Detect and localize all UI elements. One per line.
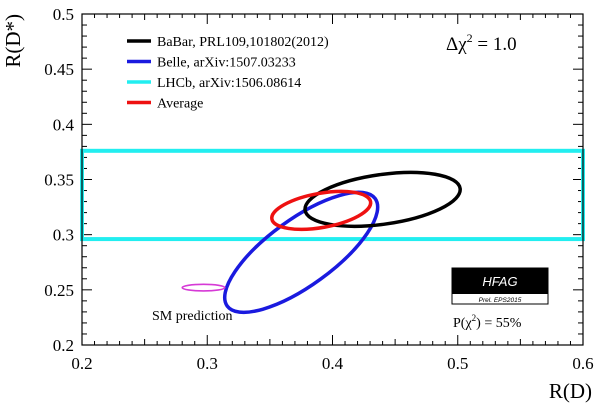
hfag-badge-top [452,268,548,294]
x-axis-label: R(D) [549,379,592,403]
y-tick-label: 0.25 [44,281,74,300]
delta-chi2-suffix: = 1.0 [473,34,517,55]
delta-chi2-prefix: Δχ [446,34,467,55]
y-tick-label: 0.2 [53,336,74,355]
x-tick-label: 0.6 [572,354,593,373]
p-chi2-suffix: ) = 55% [476,316,522,331]
delta-chi2-label: Δχ2 = 1.0 [446,31,517,55]
p-chi2-label: P(χ2) = 55% [453,313,522,331]
legend: BaBar, PRL109,101802(2012) Belle, arXiv:1… [127,35,329,112]
y-axis-label: R(D*) [1,14,25,68]
sm-prediction-label: SM prediction [152,309,233,324]
y-tick-label: 0.4 [53,115,75,134]
x-tick-label: 0.3 [197,354,218,373]
babar-ellipse [303,170,462,228]
p-chi2-sup: 2 [472,313,477,323]
x-tick-labels: 0.2 0.3 0.4 0.5 0.6 [71,354,593,373]
y-tick-label: 0.45 [44,60,74,79]
hfag-badge: HFAG Prel. EPS2015 [451,267,549,305]
legend-average-label: Average [157,97,203,112]
average-ellipse [270,189,373,232]
x-tick-label: 0.2 [71,354,92,373]
x-tick-label: 0.4 [322,354,344,373]
delta-chi2-sup: 2 [467,31,473,45]
p-chi2-prefix: P(χ [453,316,472,331]
y-tick-label: 0.5 [53,5,74,24]
y-tick-label: 0.3 [53,226,74,245]
legend-belle-label: Belle, arXiv:1507.03233 [157,56,296,71]
sm-prediction-ellipse [181,283,226,292]
chart-marks [80,148,585,315]
y-tick-label: 0.35 [44,171,74,190]
plot-frame [81,13,584,346]
y-tick-labels: 0.2 0.25 0.3 0.35 0.4 0.45 0.5 [44,5,74,355]
legend-babar-label: BaBar, PRL109,101802(2012) [157,35,329,50]
hfag-badge-subtitle: Prel. EPS2015 [479,297,522,304]
legend-lhcb-label: LHCb, arXiv:1506.08614 [157,76,301,91]
x-tick-label: 0.5 [447,354,468,373]
hfag-badge-title: HFAG [482,274,517,289]
